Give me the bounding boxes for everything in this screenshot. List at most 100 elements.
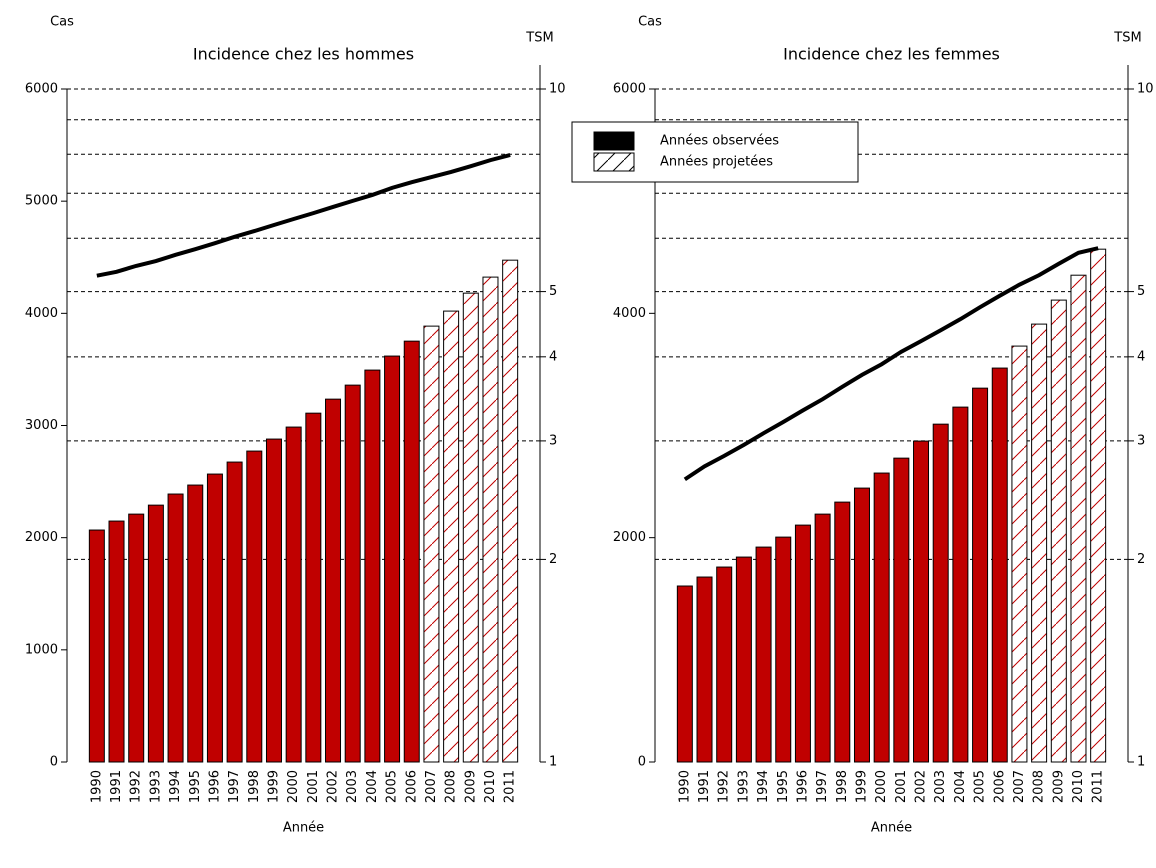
y2-tick-label: 2: [1137, 552, 1145, 567]
y-tick-label: 2000: [613, 530, 646, 545]
bar: [676, 585, 693, 763]
bar: [305, 412, 322, 763]
bar: [364, 369, 381, 763]
bar: [285, 426, 302, 763]
x-tick-label: 1994: [756, 770, 771, 803]
bar: [1011, 345, 1028, 763]
x-tick-label: 1993: [736, 770, 751, 803]
bar: [814, 513, 831, 763]
bar: [265, 438, 282, 763]
x-tick-label: 1990: [89, 770, 104, 803]
x-tick-label: 1994: [168, 770, 183, 803]
x-tick-label: 1997: [815, 770, 830, 803]
x-tick-label: 2006: [992, 770, 1007, 803]
x-tick-label: 2005: [973, 770, 988, 803]
y-tick-label: 4000: [613, 306, 646, 321]
bar: [147, 504, 164, 763]
x-axis-label: Année: [283, 821, 324, 836]
chart-title: Incidence chez les hommes: [193, 45, 414, 64]
bar: [423, 325, 440, 763]
bar: [932, 423, 949, 763]
chart-title: Incidence chez les femmes: [783, 45, 1000, 64]
x-tick-label: 1992: [129, 770, 144, 803]
bar: [187, 484, 204, 763]
y2-tick-label: 4: [549, 349, 557, 364]
bar: [502, 259, 519, 763]
y2-tick-label: 10: [1137, 82, 1154, 97]
legend-swatch: [593, 131, 635, 151]
x-tick-label: 2010: [483, 770, 498, 803]
bar: [167, 493, 184, 763]
bar: [108, 520, 125, 763]
bar: [735, 556, 752, 763]
legend-swatch: [593, 152, 635, 172]
bar: [384, 355, 401, 763]
x-tick-label: 1995: [776, 770, 791, 803]
x-tick-label: 2004: [953, 770, 968, 803]
y2-tick-label: 3: [549, 433, 557, 448]
x-tick-label: 1991: [109, 770, 124, 803]
x-tick-label: 2007: [424, 770, 439, 803]
x-tick-label: 2006: [404, 770, 419, 803]
bar: [1070, 274, 1087, 763]
legend-label: Années observées: [660, 134, 779, 149]
bar: [873, 472, 890, 763]
bar: [246, 450, 263, 763]
x-tick-label: 2008: [1032, 770, 1047, 803]
bar: [972, 387, 989, 763]
x-tick-label: 2004: [365, 770, 380, 803]
x-tick-label: 1991: [697, 770, 712, 803]
bar: [206, 473, 223, 763]
y-tick-label: 2000: [25, 530, 58, 545]
y-tick-label: 0: [638, 755, 646, 770]
x-tick-label: 1993: [148, 770, 163, 803]
bar: [893, 457, 910, 763]
bar: [403, 340, 420, 763]
bar: [226, 461, 243, 763]
y2-tick-label: 1: [549, 755, 557, 770]
bar: [88, 529, 105, 763]
bar: [462, 292, 479, 763]
x-tick-label: 1998: [835, 770, 850, 803]
y-tick-label: 6000: [25, 82, 58, 97]
x-axis-label: Année: [871, 821, 912, 836]
x-tick-label: 1996: [207, 770, 222, 803]
y2-tick-label: 10: [549, 82, 566, 97]
y-tick-label: 1000: [25, 642, 58, 657]
x-tick-label: 2003: [933, 770, 948, 803]
bar: [344, 384, 361, 763]
bar: [1090, 248, 1107, 763]
bar: [755, 546, 772, 763]
y2-tick-label: 1: [1137, 755, 1145, 770]
x-tick-label: 1999: [266, 770, 281, 803]
bar: [325, 398, 342, 763]
x-tick-label: 2007: [1012, 770, 1027, 803]
y2-tick-label: 5: [1137, 284, 1145, 299]
x-tick-label: 2000: [874, 770, 889, 803]
x-tick-label: 1998: [247, 770, 262, 803]
y2-tick-label: 4: [1137, 349, 1145, 364]
y2-tick-label: 2: [549, 552, 557, 567]
bar: [696, 576, 713, 763]
bar: [991, 367, 1008, 763]
bar: [1050, 299, 1067, 763]
bar: [952, 406, 969, 763]
bar: [1031, 323, 1048, 763]
x-tick-label: 2008: [444, 770, 459, 803]
bar: [834, 501, 851, 763]
x-tick-label: 2011: [1091, 770, 1106, 803]
x-tick-label: 1996: [795, 770, 810, 803]
x-tick-label: 2005: [385, 770, 400, 803]
x-tick-label: 1992: [717, 770, 732, 803]
legend-label: Années projetées: [660, 155, 773, 170]
bar: [913, 440, 930, 763]
x-tick-label: 2010: [1071, 770, 1086, 803]
x-tick-label: 2009: [463, 770, 478, 803]
x-tick-label: 2000: [286, 770, 301, 803]
x-tick-label: 2001: [894, 770, 909, 803]
bar: [716, 566, 733, 763]
y2-tick-label: 3: [1137, 433, 1145, 448]
rate-line: [96, 153, 511, 278]
y-axis-label: Cas: [50, 15, 74, 30]
